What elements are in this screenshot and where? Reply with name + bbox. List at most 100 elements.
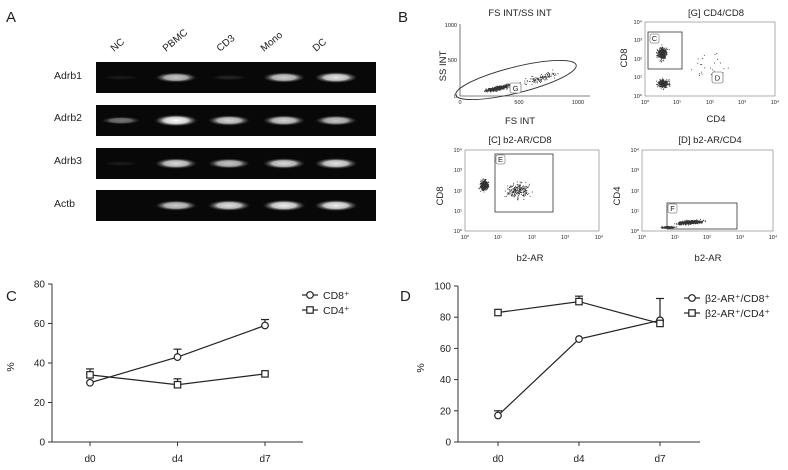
cd4-cd8-event-dot (662, 54, 664, 56)
b2-cd8-event-dot (516, 189, 517, 191)
b2-cd8-event-dot (515, 191, 516, 193)
fs-ss-event-dot (500, 89, 502, 91)
b2-cd8-event-dot (529, 195, 531, 197)
b2-cd8-event-dot (522, 188, 523, 190)
b2-cd4-event-dot (691, 222, 693, 224)
fs-ss-event-dot (533, 80, 535, 81)
fs-ss-event-dot (547, 76, 549, 78)
b2-cd8-event-dot (483, 181, 484, 183)
b2-cd8-event-dot (523, 185, 524, 187)
gel-band-adrb1-mono (262, 72, 306, 83)
b2-cd8-event-dot (484, 185, 485, 187)
panel-label-a: A (6, 9, 16, 26)
fs-ss-event-dot (497, 88, 498, 90)
fs-ss-event-dot (534, 79, 536, 81)
fs-ss-event-dot (535, 77, 537, 79)
fs-ss-event-dot (503, 85, 505, 87)
b2-cd4-event-dot (681, 224, 682, 226)
b2-cd8-event-dot (522, 188, 524, 190)
cd4-cd8-event-dot (666, 52, 667, 54)
fs-ss-event-dot (535, 80, 537, 82)
b2-cd8-event-dot (518, 191, 520, 193)
cd4-cd8-ytick-1: 10¹ (634, 75, 642, 81)
b2-cd8-event-dot (512, 192, 513, 193)
cd4-cd8-event-dot (714, 62, 715, 64)
b2-cd4-event-dot (683, 222, 685, 224)
flow-plot-b2-cd8: [C] b2-AR/CD8 b2-AR CD8 10⁰ 10¹ 10² 10³ … (435, 135, 604, 264)
flow-ylabel-b2-cd4: CD4 (612, 186, 623, 205)
b2-cd8-event-dot (513, 188, 514, 190)
b2-cd4-event-dot (696, 219, 698, 221)
b2-cd4-event-dot (699, 221, 701, 223)
fs-ss-event-dot (533, 78, 534, 80)
gel-band-adrb2-dc (315, 115, 357, 126)
b2-cd8-event-dot (487, 187, 489, 189)
b2-cd8-event-dot (510, 195, 512, 196)
fs-ss-event-dot (545, 77, 547, 79)
gate-f-box (667, 203, 678, 214)
fs-ss-event-dot (549, 74, 550, 75)
b2-cd4-event-dot (701, 222, 703, 224)
b2-cd4-event-dot (669, 227, 671, 229)
gel-band-adrb2-mono (262, 115, 306, 126)
cd4-cd8-event-dot (660, 82, 662, 83)
chart-d-series-0-point (494, 411, 502, 420)
fs-ss-ytick-500: 500 (448, 58, 457, 64)
fs-ss-event-dot (505, 88, 507, 90)
b2-cd8-event-dot (508, 193, 510, 195)
b2-cd4-event-dot (696, 221, 698, 222)
cd4-cd8-event-dot (667, 84, 669, 86)
cd4-cd8-event-dot (659, 47, 661, 48)
fs-ss-event-dot (496, 86, 498, 88)
b2-cd4-event-dot (695, 220, 697, 221)
chart-d-ytick-label: 40 (440, 375, 452, 386)
cd4-cd8-event-dot (669, 85, 671, 87)
fs-ss-event-dot (539, 77, 541, 79)
fs-ss-event-dot (492, 88, 494, 90)
b2-cd8-event-dot (513, 196, 515, 198)
b2-cd8-event-dot (522, 191, 524, 193)
b2-cd4-event-dot (668, 226, 669, 228)
cd4-cd8-event-dot (701, 64, 703, 65)
b2-cd4-ytick-1: 10¹ (631, 209, 639, 215)
line-chart-d: 0 20 40 60 80 100 d0 d4 d7% β2-AR⁺/CD8⁺ β2-AR⁺/CD4… (415, 282, 770, 466)
cd4-cd8-event-dot (661, 56, 663, 57)
cd4-cd8-xtick-1: 10¹ (673, 100, 681, 106)
b2-cd8-event-dot (484, 184, 485, 186)
chart-c-series-0-point (86, 378, 94, 387)
fs-ss-event-dot (509, 85, 511, 87)
chart-c-legend-label-1: CD4⁺ (323, 305, 350, 317)
b2-cd8-event-dot (522, 187, 524, 189)
gate-c-box (649, 33, 660, 44)
b2-cd8-event-dot (509, 187, 511, 189)
fs-ss-event-dot (500, 87, 502, 89)
fs-ss-event-dot (495, 88, 497, 89)
b2-cd8-xtick-1: 10¹ (494, 235, 502, 241)
b2-cd8-event-dot (524, 185, 526, 187)
cd4-cd8-event-dot (656, 52, 658, 54)
b2-cd4-event-dot (697, 220, 699, 222)
b2-cd8-event-dot (518, 186, 520, 188)
fs-ss-event-dot (496, 88, 498, 90)
b2-cd4-event-dot (693, 219, 695, 221)
b2-cd4-event-dot (693, 221, 694, 223)
chart-c-xtick-label: d7 (259, 454, 271, 465)
b2-cd4-event-dot (694, 220, 696, 222)
b2-cd8-event-dot (480, 190, 482, 192)
fs-ss-event-dot (499, 88, 501, 90)
fs-ss-event-dot (490, 89, 492, 90)
cd4-cd8-event-dot (658, 49, 660, 51)
fs-ss-event-dot (501, 87, 503, 88)
b2-cd8-ytick-2: 10² (454, 189, 462, 195)
b2-cd4-event-dot (697, 223, 699, 225)
b2-cd8-event-dot (481, 183, 483, 185)
cd4-cd8-event-dot (659, 54, 661, 56)
b2-cd8-event-dot (480, 180, 481, 182)
cd4-cd8-event-dot (661, 84, 663, 86)
fs-ss-event-dot (500, 88, 502, 90)
b2-cd4-event-dot (675, 226, 677, 228)
b2-cd8-event-dot (508, 191, 510, 193)
cd4-cd8-event-dot (660, 55, 662, 57)
b2-cd8-event-dot (524, 192, 526, 194)
